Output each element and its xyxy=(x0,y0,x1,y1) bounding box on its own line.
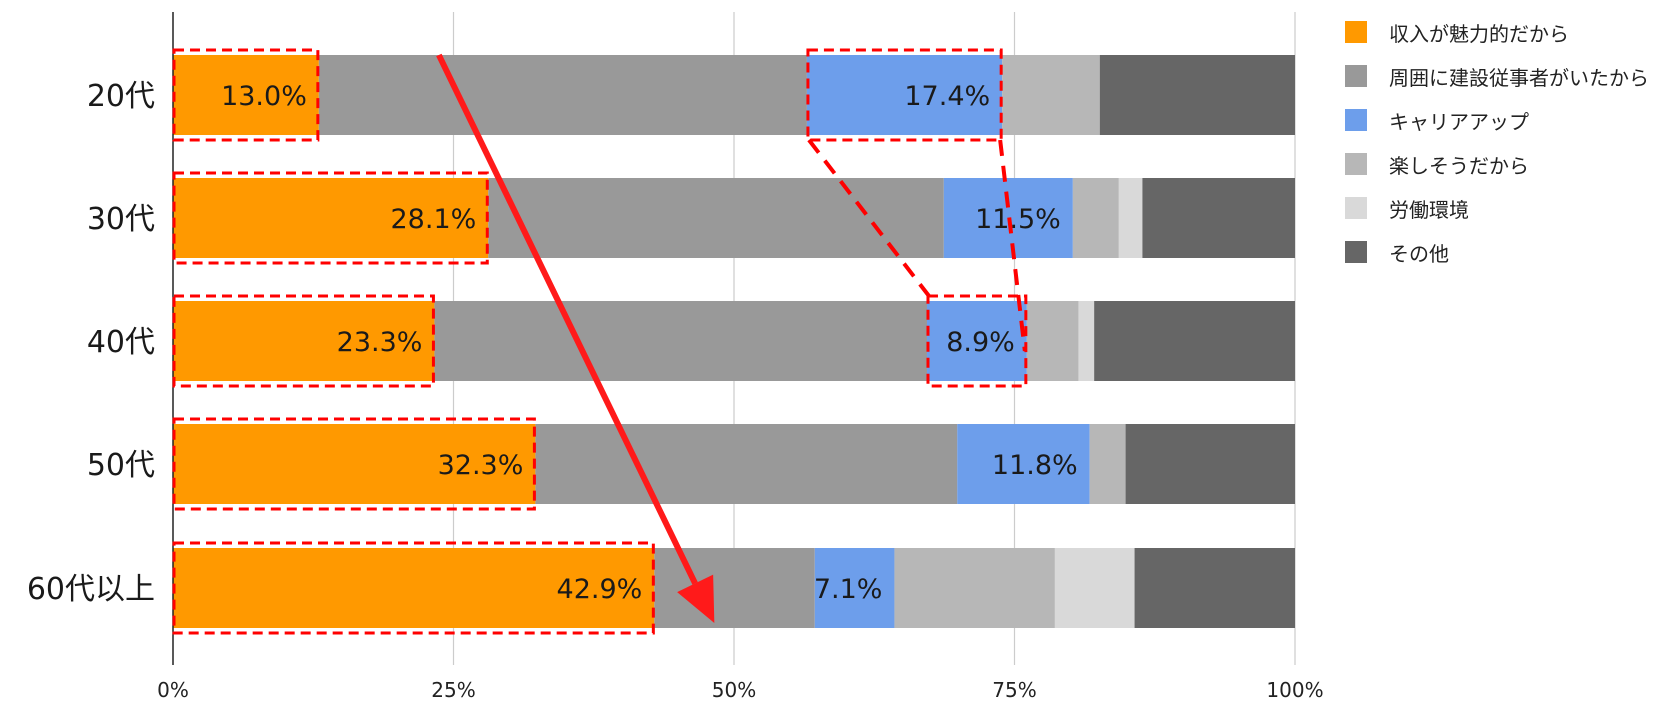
data-label: 8.9% xyxy=(946,327,1015,358)
x-tick-label: 50% xyxy=(712,678,756,702)
legend-label: その他 xyxy=(1389,241,1449,266)
data-label: 11.5% xyxy=(975,204,1061,235)
bar-segment xyxy=(1026,301,1079,381)
bar-segment xyxy=(806,55,1003,135)
data-label: 28.1% xyxy=(391,204,477,235)
bar-segment xyxy=(1134,548,1295,628)
chart-legend: 収入が魅力的だから 周囲に建設従事者がいたから キャリアアップ 楽しそうだから … xyxy=(1345,10,1649,274)
bar-segment xyxy=(1142,178,1295,258)
bar-segment xyxy=(173,301,435,381)
bar-segment xyxy=(1054,548,1135,628)
highlight-box xyxy=(172,417,536,511)
bar-segment xyxy=(1094,301,1295,381)
y-tick-label: 30代 xyxy=(87,202,155,237)
highlight-box xyxy=(172,171,489,265)
legend-label: 周囲に建設従事者がいたから xyxy=(1389,65,1649,90)
y-tick-label: 20代 xyxy=(87,79,155,114)
bar-segment xyxy=(926,301,1027,381)
highlight-box xyxy=(172,541,655,635)
legend-swatch xyxy=(1345,153,1367,175)
legend-item: 労働環境 xyxy=(1345,186,1649,230)
legend-item: 楽しそうだから xyxy=(1345,142,1649,186)
highlight-box xyxy=(172,48,320,142)
bar-segment xyxy=(957,424,1090,504)
legend-swatch xyxy=(1345,109,1367,131)
data-label: 32.3% xyxy=(438,450,524,481)
connector-line xyxy=(807,138,931,298)
legend-item: その他 xyxy=(1345,230,1649,274)
bar-segment xyxy=(535,424,958,504)
y-tick-label: 50代 xyxy=(87,448,155,483)
y-tick-label: 60代以上 xyxy=(27,572,155,607)
bar-segment xyxy=(1002,55,1100,135)
legend-label: 収入が魅力的だから xyxy=(1389,21,1569,46)
legend-label: 楽しそうだから xyxy=(1389,153,1529,178)
bar-segment xyxy=(173,55,319,135)
highlight-box xyxy=(172,294,435,388)
bar-segment xyxy=(1072,178,1119,258)
legend-item: 収入が魅力的だから xyxy=(1345,10,1649,54)
legend-label: 労働環境 xyxy=(1389,197,1469,222)
data-label: 42.9% xyxy=(557,574,643,605)
bar-segment xyxy=(1099,55,1295,135)
x-tick-label: 75% xyxy=(992,678,1036,702)
data-label: 13.0% xyxy=(221,81,307,112)
bar-segment xyxy=(1125,424,1295,504)
bar-segment xyxy=(173,178,489,258)
legend-swatch xyxy=(1345,21,1367,43)
legend-item: 周囲に建設従事者がいたから xyxy=(1345,54,1649,98)
data-label: 23.3% xyxy=(337,327,423,358)
trend-arrow-head xyxy=(677,574,715,623)
bar-segment xyxy=(654,548,815,628)
trend-arrow-shaft xyxy=(436,53,698,585)
bar-segment xyxy=(1078,301,1095,381)
bar-segment xyxy=(814,548,895,628)
legend-item: キャリアアップ xyxy=(1345,98,1649,142)
legend-swatch xyxy=(1345,241,1367,263)
connector-line xyxy=(998,139,1027,352)
x-tick-label: 0% xyxy=(157,678,189,702)
data-label: 17.4% xyxy=(904,81,990,112)
x-tick-label: 100% xyxy=(1266,678,1323,702)
bar-segment xyxy=(434,301,927,381)
legend-label: キャリアアップ xyxy=(1389,109,1529,134)
bar-segment xyxy=(488,178,944,258)
data-label: 11.8% xyxy=(992,450,1078,481)
bar-segment xyxy=(173,548,655,628)
legend-swatch xyxy=(1345,197,1367,219)
data-label: 7.1% xyxy=(814,574,883,605)
highlight-box xyxy=(926,294,1028,388)
bar-segment xyxy=(318,55,807,135)
bar-segment xyxy=(1118,178,1143,258)
highlight-box xyxy=(806,48,1003,142)
legend-swatch xyxy=(1345,65,1367,87)
bar-segment xyxy=(894,548,1055,628)
y-tick-label: 40代 xyxy=(87,325,155,360)
x-tick-label: 25% xyxy=(431,678,475,702)
bar-segment xyxy=(173,424,536,504)
bar-segment xyxy=(1089,424,1126,504)
